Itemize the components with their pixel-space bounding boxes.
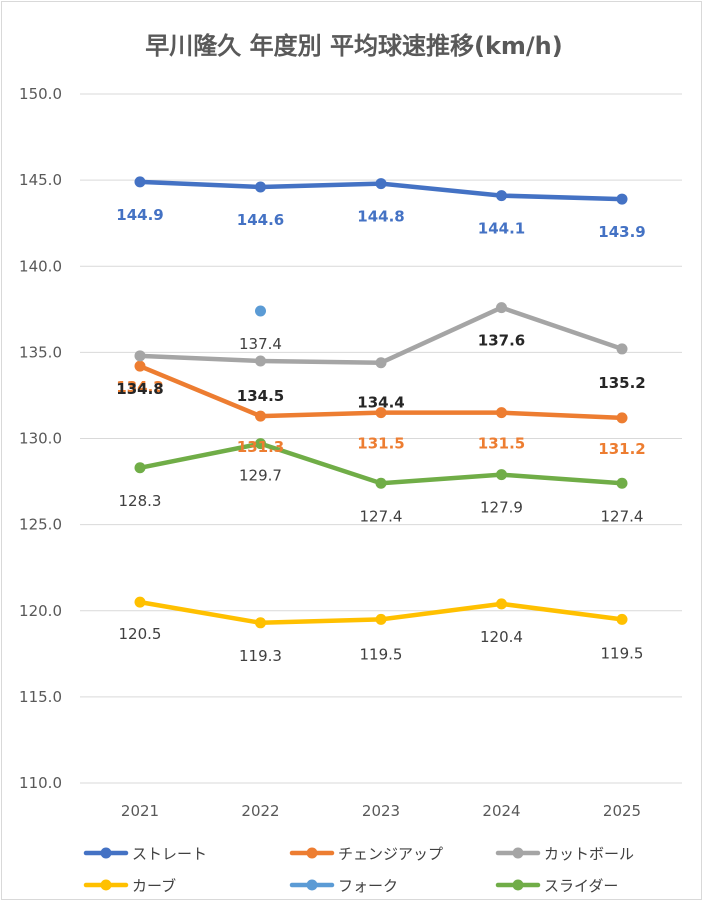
data-label: 144.6: [237, 211, 284, 229]
data-label: 137.4: [239, 335, 282, 353]
data-point: [375, 477, 387, 489]
x-axis-ticks: 2021 2022 2023 2024 2025: [121, 802, 641, 820]
data-point: [134, 596, 146, 608]
data-label: 131.5: [357, 435, 404, 453]
data-label: 134.2: [116, 378, 163, 396]
data-point: [255, 181, 266, 193]
data-label: 120.5: [119, 625, 162, 643]
data-point: [255, 410, 266, 422]
y-tick-label: 145.0: [19, 171, 62, 189]
y-tick-label: 125.0: [19, 516, 62, 534]
data-point: [375, 357, 387, 369]
data-point: [255, 617, 266, 629]
series-line: [137, 305, 625, 365]
legend-label: ストレート: [132, 845, 207, 863]
legend-marker: [100, 847, 112, 859]
data-label: 134.5: [237, 387, 284, 405]
y-tick-label: 135.0: [19, 343, 62, 361]
data-label: 134.4: [357, 394, 404, 412]
data-point: [255, 355, 266, 367]
data-label: 144.9: [116, 206, 163, 224]
data-label: 144.8: [357, 208, 404, 226]
legend-label: フォーク: [338, 877, 398, 895]
x-tick-label: 2021: [121, 802, 159, 820]
legend-marker: [512, 879, 524, 891]
data-point: [496, 407, 507, 419]
data-point: [616, 193, 628, 205]
data-point: [496, 190, 507, 202]
data-label: 131.5: [478, 435, 525, 453]
data-point: [375, 613, 387, 625]
data-label: 129.7: [239, 467, 282, 485]
legend-marker: [306, 847, 318, 859]
y-axis-ticks: 150.0 145.0 140.0 135.0 130.0 125.0 120.0 115.0…: [19, 85, 62, 792]
legend-marker: [512, 847, 524, 859]
data-label: 134.8: [116, 380, 163, 398]
data-label: 135.2: [598, 374, 645, 392]
data-label: 119.5: [601, 644, 644, 662]
data-point: [134, 176, 146, 188]
series-points: [134, 176, 628, 629]
data-label: 119.3: [239, 647, 282, 665]
legend-label: カーブ: [132, 877, 176, 895]
data-point: [134, 360, 146, 372]
chart-title: 早川隆久 年度別 平均球速推移(km/h): [145, 32, 562, 60]
data-label: 127.4: [601, 507, 644, 525]
data-point: [496, 598, 507, 610]
y-tick-label: 130.0: [19, 430, 62, 448]
legend-label: スライダー: [544, 877, 618, 895]
data-point: [616, 613, 628, 625]
data-point: [616, 412, 628, 424]
data-point: [375, 178, 387, 190]
data-point: [134, 462, 146, 474]
data-labels: 144.9 144.6 144.8 144.1 143.9 134.2 131.3 131.5…: [116, 206, 645, 665]
data-point: [134, 350, 146, 362]
x-tick-label: 2025: [603, 802, 641, 820]
data-point: [496, 469, 507, 481]
x-tick-label: 2022: [241, 802, 279, 820]
y-tick-label: 120.0: [19, 602, 62, 620]
data-label: 131.2: [598, 440, 645, 458]
data-point: [255, 305, 266, 317]
legend-label: カットボール: [544, 845, 634, 863]
data-point: [375, 407, 387, 419]
data-label: 143.9: [598, 223, 645, 241]
data-label: 119.5: [360, 645, 403, 663]
x-tick-label: 2023: [362, 802, 400, 820]
data-point: [616, 477, 628, 489]
data-label: 144.1: [478, 220, 525, 238]
data-label: 127.4: [360, 507, 403, 525]
legend-marker: [100, 879, 112, 891]
data-label: 137.6: [478, 332, 525, 350]
legend-marker: [306, 879, 318, 891]
x-tick-label: 2024: [482, 802, 520, 820]
data-point: [496, 302, 507, 314]
data-label: 128.3: [119, 492, 162, 510]
data-point: [255, 438, 266, 450]
legend-label: チェンジアップ: [338, 845, 443, 863]
y-tick-label: 140.0: [19, 257, 62, 275]
data-label: 127.9: [480, 499, 523, 517]
y-tick-label: 150.0: [19, 85, 62, 103]
y-tick-label: 115.0: [19, 688, 62, 706]
data-label: 131.3: [237, 438, 284, 456]
data-label: 120.4: [480, 628, 523, 646]
y-tick-label: 110.0: [19, 774, 62, 792]
data-point: [616, 343, 628, 355]
